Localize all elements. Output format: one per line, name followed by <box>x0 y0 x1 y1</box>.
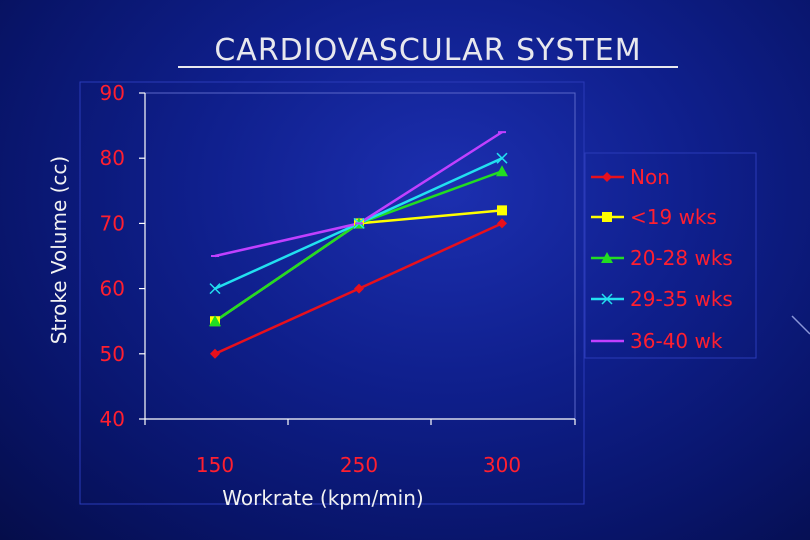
data-point-series-4 <box>496 152 508 164</box>
chart-frame <box>79 81 585 505</box>
x-axis-ticks: 150 250 300 <box>144 419 576 477</box>
y-tick-label: 60 <box>100 277 125 301</box>
plot-area <box>144 92 576 420</box>
y-tick-label: 40 <box>100 407 125 431</box>
decorative-slash <box>791 315 810 335</box>
legend-label: 20-28 wks <box>630 246 733 270</box>
y-axis-title: Stroke Volume (cc) <box>47 156 71 344</box>
data-point-series-3 <box>209 315 221 327</box>
data-point-series-2 <box>497 205 507 216</box>
series-lines <box>214 131 503 355</box>
legend-label: 36-40 wk <box>630 329 723 353</box>
legend-marker <box>602 172 612 182</box>
y-tick-label: 90 <box>100 81 125 105</box>
x-axis-title: Workrate (kpm/min) <box>222 486 423 510</box>
legend-marker <box>601 293 613 305</box>
legend-label: Non <box>630 165 670 189</box>
legend-box <box>584 152 757 359</box>
chart-title: CARDIOVASCULAR SYSTEM <box>214 33 641 68</box>
data-point-series-1 <box>354 283 364 294</box>
x-tick-label: 250 <box>340 453 378 477</box>
legend-marker <box>602 212 612 222</box>
y-axis-ticks: 40 50 60 70 80 90 <box>100 81 145 431</box>
data-point-series-1 <box>497 218 507 229</box>
legend-label: 29-35 wks <box>630 287 733 311</box>
x-tick-label: 300 <box>483 453 521 477</box>
x-tick-label: 150 <box>196 453 234 477</box>
series-line-5 <box>214 131 503 258</box>
legend-marker <box>601 252 613 263</box>
y-tick-label: 80 <box>100 146 125 170</box>
y-tick-label: 50 <box>100 342 125 366</box>
data-point-series-4 <box>209 283 221 295</box>
data-point-series-3 <box>496 165 508 177</box>
y-tick-label: 70 <box>100 211 125 235</box>
series-markers <box>209 131 508 359</box>
legend: Non <19 wks 20-28 wks 29-35 wks 36-40 wk <box>591 165 733 353</box>
legend-label: <19 wks <box>630 205 717 229</box>
data-point-series-1 <box>210 348 220 359</box>
